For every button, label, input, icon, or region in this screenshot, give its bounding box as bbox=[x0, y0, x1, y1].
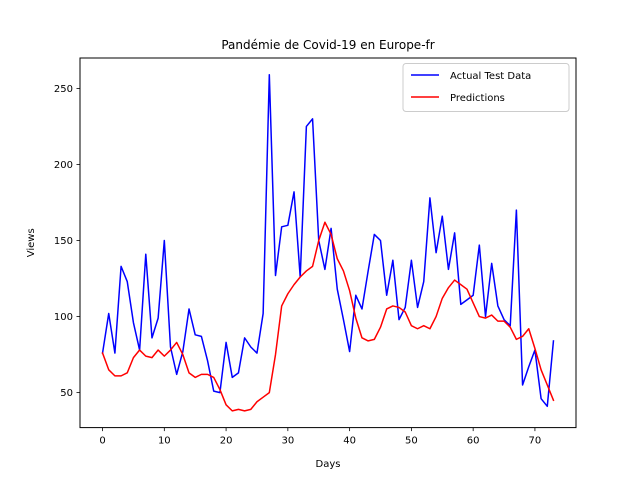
y-tick-label: 200 bbox=[54, 160, 73, 171]
legend-label-actual-test-data: Actual Test Data bbox=[450, 71, 531, 82]
x-tick-label: 10 bbox=[158, 436, 171, 447]
legend-label-predictions: Predictions bbox=[450, 93, 505, 104]
x-tick-label: 50 bbox=[405, 436, 418, 447]
y-tick-label: 150 bbox=[54, 236, 73, 247]
y-tick-label: 50 bbox=[60, 388, 73, 399]
y-axis-label: Views bbox=[26, 228, 37, 257]
plot-area bbox=[101, 73, 555, 412]
x-tick-label: 70 bbox=[529, 436, 542, 447]
x-tick-label: 0 bbox=[99, 436, 105, 447]
axes-frame bbox=[79, 57, 577, 429]
legend: Actual Test Data Predictions bbox=[402, 63, 570, 112]
series-line-actual-test-data bbox=[101, 73, 555, 408]
legend-box bbox=[402, 63, 570, 112]
chart-title: Pandémie de Covid-19 en Europe-fr bbox=[221, 38, 434, 52]
axis-ticks: 0 10 20 30 40 50 60 70 50 100 150 200 250 bbox=[54, 84, 541, 447]
y-tick-label: 100 bbox=[54, 312, 73, 323]
x-tick-label: 40 bbox=[343, 436, 356, 447]
x-tick-label: 20 bbox=[220, 436, 233, 447]
y-tick-label: 250 bbox=[54, 84, 73, 95]
x-tick-label: 30 bbox=[281, 436, 294, 447]
x-tick-label: 60 bbox=[467, 436, 480, 447]
series-line-predictions bbox=[101, 221, 555, 412]
x-axis-label: Days bbox=[316, 459, 341, 470]
